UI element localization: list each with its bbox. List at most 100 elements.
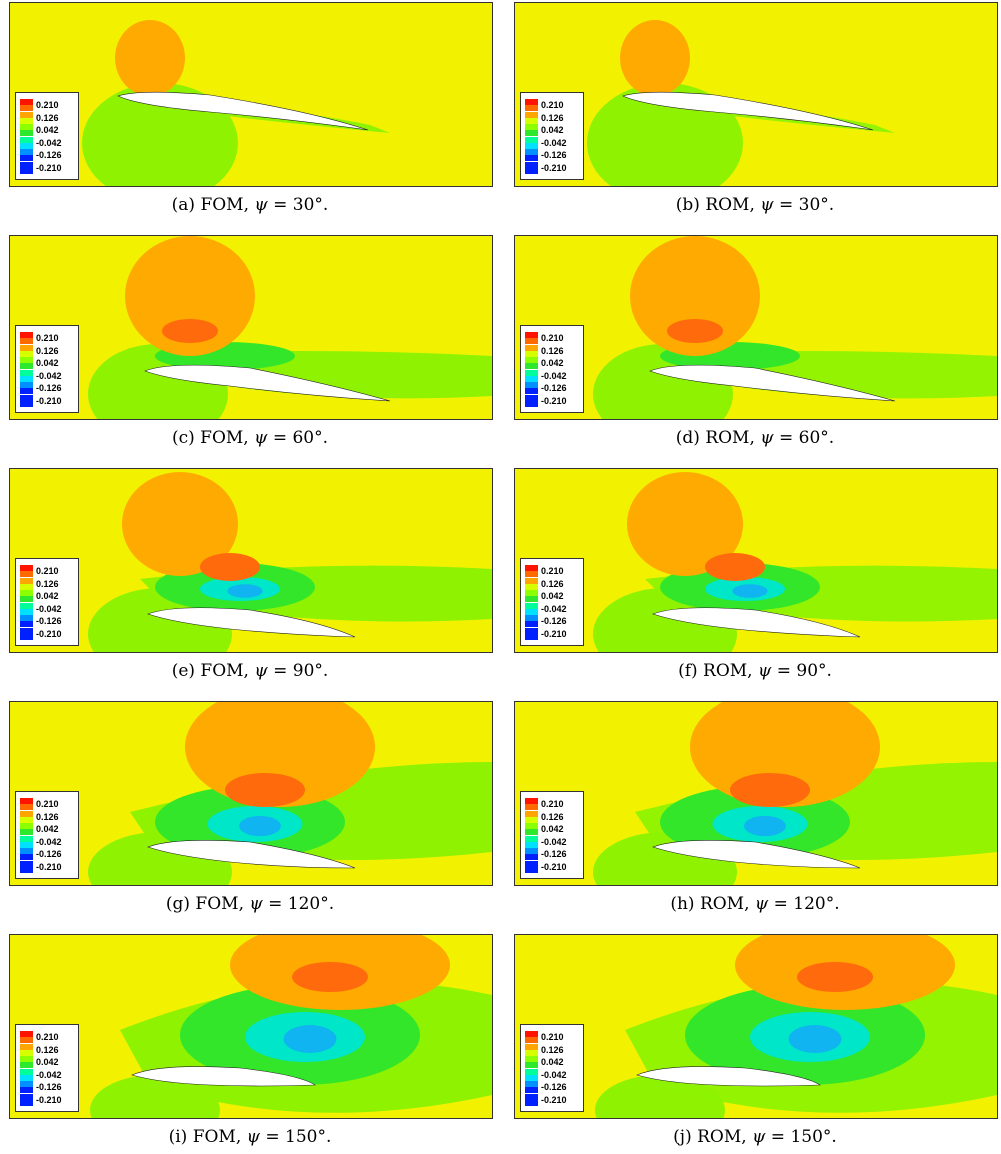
airfoil — [144, 364, 391, 402]
legend-entry: -0.210 — [20, 1093, 76, 1106]
panel-caption: (j) ROM, ψ = 150°. — [514, 1127, 996, 1147]
legend-swatch — [525, 161, 538, 174]
high-pressure-region — [630, 236, 760, 356]
legend-entry: -0.042 — [525, 369, 581, 382]
legend-entry: -0.126 — [525, 149, 581, 161]
legend-label: -0.210 — [541, 162, 567, 173]
legend-label: -0.210 — [36, 395, 62, 406]
legend-swatch — [20, 124, 33, 136]
legend-swatch — [525, 357, 538, 369]
legend-label: 0.210 — [36, 566, 59, 576]
legend-label: -0.126 — [541, 1082, 567, 1092]
caption-value: = 90°. — [267, 661, 329, 681]
contour-panel-d: 0.210 0.126 0.042 -0.042 -0.126 -0.210 — [514, 235, 998, 420]
legend-label: 0.126 — [36, 112, 59, 123]
panel-caption: (c) FOM, ψ = 60°. — [9, 428, 491, 448]
legend-swatch — [525, 848, 538, 860]
legend-label: -0.126 — [36, 1082, 62, 1092]
legend-swatch — [525, 1081, 538, 1093]
legend-entry: -0.126 — [20, 382, 76, 394]
colorbar-legend: 0.210 0.126 0.042 -0.042 -0.126 -0.210 — [15, 791, 79, 879]
legend-entry: 0.126 — [20, 344, 76, 357]
contour-plot — [88, 472, 492, 652]
legend-label: -0.210 — [541, 628, 567, 639]
legend-label: 0.042 — [541, 358, 564, 368]
legend-entry: 0.210 — [525, 99, 581, 111]
vortex-core — [744, 815, 786, 837]
airfoil — [117, 91, 369, 131]
contour-plot — [587, 20, 895, 186]
legend-swatch — [20, 602, 33, 615]
caption-value: = 30°. — [267, 195, 329, 215]
high-pressure-region — [627, 472, 743, 576]
colorbar-legend: 0.210 0.126 0.042 -0.042 -0.126 -0.210 — [15, 92, 79, 180]
legend-entry: -0.126 — [525, 382, 581, 394]
panel-caption: (a) FOM, ψ = 30°. — [9, 195, 491, 215]
legend-swatch — [525, 577, 538, 590]
legend-label: -0.042 — [36, 370, 62, 381]
legend-entry: 0.042 — [525, 1056, 581, 1068]
legend-entry: 0.210 — [20, 99, 76, 111]
contour-panel-i: 0.210 0.126 0.042 -0.042 -0.126 -0.210 — [9, 934, 493, 1119]
legend-label: 0.210 — [36, 1032, 59, 1042]
legend-label: 0.126 — [541, 112, 564, 123]
legend-entry: 0.126 — [525, 577, 581, 590]
caption-prefix: (c) FOM, — [171, 428, 255, 448]
legend-entry: 0.126 — [20, 810, 76, 823]
legend-entry: 0.126 — [20, 1043, 76, 1056]
legend-label: 0.042 — [36, 358, 59, 368]
panel-caption: (f) ROM, ψ = 90°. — [514, 661, 996, 681]
colorbar-legend: 0.210 0.126 0.042 -0.042 -0.126 -0.210 — [15, 1024, 79, 1112]
legend-entry: -0.210 — [525, 1093, 581, 1106]
caption-prefix: (j) ROM, — [673, 1127, 753, 1147]
panel-caption: (i) FOM, ψ = 150°. — [9, 1127, 491, 1147]
vortex-core — [283, 1025, 337, 1053]
legend-label: -0.042 — [36, 836, 62, 847]
legend-entry: 0.126 — [525, 344, 581, 357]
legend-label: 0.210 — [541, 333, 564, 343]
legend-swatch — [525, 344, 538, 357]
legend-label: -0.126 — [36, 383, 62, 393]
legend-swatch — [525, 860, 538, 873]
legend-entry: -0.210 — [525, 627, 581, 640]
airfoil — [131, 1066, 316, 1087]
legend-entry: -0.042 — [20, 369, 76, 382]
legend-swatch — [20, 1068, 33, 1081]
colorbar-legend: 0.210 0.126 0.042 -0.042 -0.126 -0.210 — [15, 325, 79, 413]
legend-label: 0.042 — [36, 1057, 59, 1067]
legend-swatch — [525, 1043, 538, 1056]
legend-swatch — [20, 357, 33, 369]
legend-entry: 0.210 — [525, 332, 581, 344]
panel-caption: (g) FOM, ψ = 120°. — [9, 894, 491, 914]
legend-entry: -0.126 — [525, 1081, 581, 1093]
caption-symbol: ψ — [254, 195, 268, 215]
high-pressure-region — [620, 20, 690, 96]
legend-swatch — [20, 369, 33, 382]
contour-panel-f: 0.210 0.126 0.042 -0.042 -0.126 -0.210 — [514, 468, 998, 653]
high-pressure-core — [667, 319, 723, 343]
legend-label: 0.126 — [36, 578, 59, 589]
contour-plot — [88, 236, 492, 419]
legend-label: -0.042 — [541, 370, 567, 381]
airfoil — [652, 840, 861, 869]
legend-label: -0.210 — [36, 861, 62, 872]
legend-swatch — [525, 111, 538, 124]
legend-entry: -0.210 — [525, 860, 581, 873]
legend-entry: 0.126 — [525, 111, 581, 124]
legend-swatch — [20, 394, 33, 407]
contour-plot — [593, 702, 997, 885]
legend-label: 0.210 — [541, 799, 564, 809]
legend-entry: 0.042 — [20, 823, 76, 835]
legend-label: 0.210 — [36, 100, 59, 110]
airfoil — [147, 840, 356, 869]
caption-value: = 60°. — [267, 428, 329, 448]
legend-swatch — [525, 394, 538, 407]
vortex-core — [732, 584, 768, 598]
legend-entry: -0.042 — [525, 136, 581, 149]
caption-value: = 30°. — [773, 195, 835, 215]
legend-label: -0.126 — [541, 150, 567, 160]
legend-entry: 0.042 — [20, 124, 76, 136]
caption-symbol: ψ — [254, 428, 268, 448]
high-pressure-core — [200, 553, 260, 581]
colorbar-legend: 0.210 0.126 0.042 -0.042 -0.126 -0.210 — [520, 791, 584, 879]
